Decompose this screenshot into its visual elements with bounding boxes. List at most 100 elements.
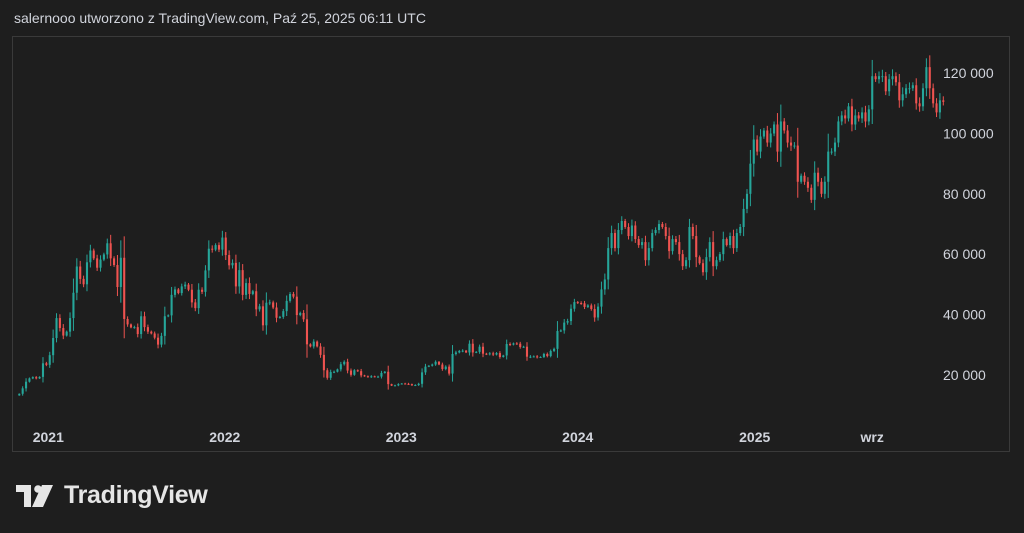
candle-body <box>414 385 417 387</box>
candle-body <box>559 330 562 332</box>
candle-body <box>759 136 762 152</box>
candle-body <box>603 279 606 290</box>
candle-body <box>471 343 474 353</box>
candle-body <box>644 242 647 261</box>
candle-body <box>79 266 82 279</box>
tradingview-logo-icon <box>16 484 53 507</box>
candle-body <box>806 181 809 188</box>
candle-body <box>817 172 820 182</box>
candle-body <box>695 236 698 258</box>
candle-body <box>844 115 847 119</box>
candle-body <box>725 239 728 246</box>
candle-body <box>509 344 512 346</box>
candle-body <box>932 88 935 104</box>
x-tick-label: 2021 <box>33 429 64 445</box>
candle-body <box>116 265 119 288</box>
candle-body <box>363 375 366 377</box>
candle-body <box>427 365 430 367</box>
candle-body <box>874 76 877 80</box>
candle-body <box>827 151 830 182</box>
candle-body <box>217 245 221 250</box>
candle-body <box>214 245 217 250</box>
candle-body <box>255 291 258 310</box>
x-tick-label: 2024 <box>562 429 593 445</box>
candle-body <box>48 355 51 365</box>
candle-body <box>553 348 556 351</box>
candle-body <box>752 139 755 164</box>
candle-body <box>779 121 782 152</box>
candle-body <box>607 248 610 280</box>
candle-body <box>847 106 850 119</box>
price-chart[interactable]: 20 000 40 000 60 000 80 000 100 000 120 000 2… <box>13 37 1009 451</box>
candle-body <box>664 227 667 237</box>
candle-body <box>542 353 545 357</box>
candle-body <box>133 327 136 329</box>
candle-body <box>339 364 342 370</box>
candle-body <box>569 308 573 322</box>
candle-body <box>522 346 525 348</box>
candle-body <box>671 239 674 252</box>
candle-body <box>278 316 281 318</box>
candle-body <box>404 383 407 385</box>
candle-body <box>905 88 908 95</box>
candle-body <box>397 384 400 386</box>
candle-body <box>353 370 356 375</box>
candle-body <box>915 85 918 104</box>
candle-body <box>295 296 298 316</box>
candle-body <box>586 305 589 307</box>
candle-body <box>333 371 336 373</box>
candle-body <box>366 376 369 378</box>
candle-body <box>688 227 691 261</box>
candle-body <box>197 289 200 309</box>
candle-body <box>468 343 471 353</box>
candle-body <box>72 292 75 319</box>
candle-body <box>590 305 593 310</box>
time-axis[interactable]: 2021 2022 2023 2024 2025 wrz <box>33 429 884 445</box>
candle-body <box>109 243 112 259</box>
candle-body <box>647 248 650 261</box>
candle-body <box>407 383 410 385</box>
candle-body <box>597 306 600 318</box>
candle-body <box>96 258 99 268</box>
candle-body <box>536 356 539 358</box>
tradingview-logo[interactable]: TradingView <box>16 481 208 510</box>
candle-body <box>722 239 725 255</box>
candle-body <box>627 227 630 237</box>
candle-body <box>593 309 596 318</box>
candle-body <box>309 344 312 347</box>
candle-body <box>654 230 657 234</box>
candle-body <box>481 346 485 354</box>
candle-body <box>681 254 684 267</box>
candle-body <box>498 353 501 357</box>
candle-body <box>637 239 640 246</box>
candle-body <box>265 302 268 326</box>
candle-body <box>119 257 122 288</box>
candle-body <box>349 370 353 375</box>
candle-body <box>532 356 535 358</box>
candle-body <box>417 383 420 386</box>
candle-body <box>204 270 207 292</box>
candle-body <box>830 151 833 153</box>
y-tick-label: 20 000 <box>943 367 986 383</box>
candle-body <box>153 333 156 338</box>
candle-body <box>519 343 522 348</box>
candle-body <box>92 250 95 259</box>
candle-body <box>157 337 160 345</box>
candle-body <box>698 257 701 264</box>
chart-panel[interactable]: 20 000 40 000 60 000 80 000 100 000 120 000 2… <box>12 36 1010 452</box>
candle-body <box>289 293 292 301</box>
candle-body <box>380 372 383 377</box>
candle-body <box>732 236 735 249</box>
candle-body <box>685 260 688 267</box>
candle-body <box>45 363 48 365</box>
candle-body <box>234 262 237 287</box>
price-axis[interactable]: 20 000 40 000 60 000 80 000 100 000 120 000 <box>943 65 994 383</box>
candle-body <box>925 67 928 89</box>
candle-body <box>143 316 146 328</box>
candle-body <box>773 124 776 134</box>
candle-body <box>820 181 823 194</box>
candle-body <box>62 328 65 336</box>
candle-body <box>21 388 24 394</box>
candle-body <box>529 356 532 358</box>
y-tick-label: 60 000 <box>943 246 986 262</box>
